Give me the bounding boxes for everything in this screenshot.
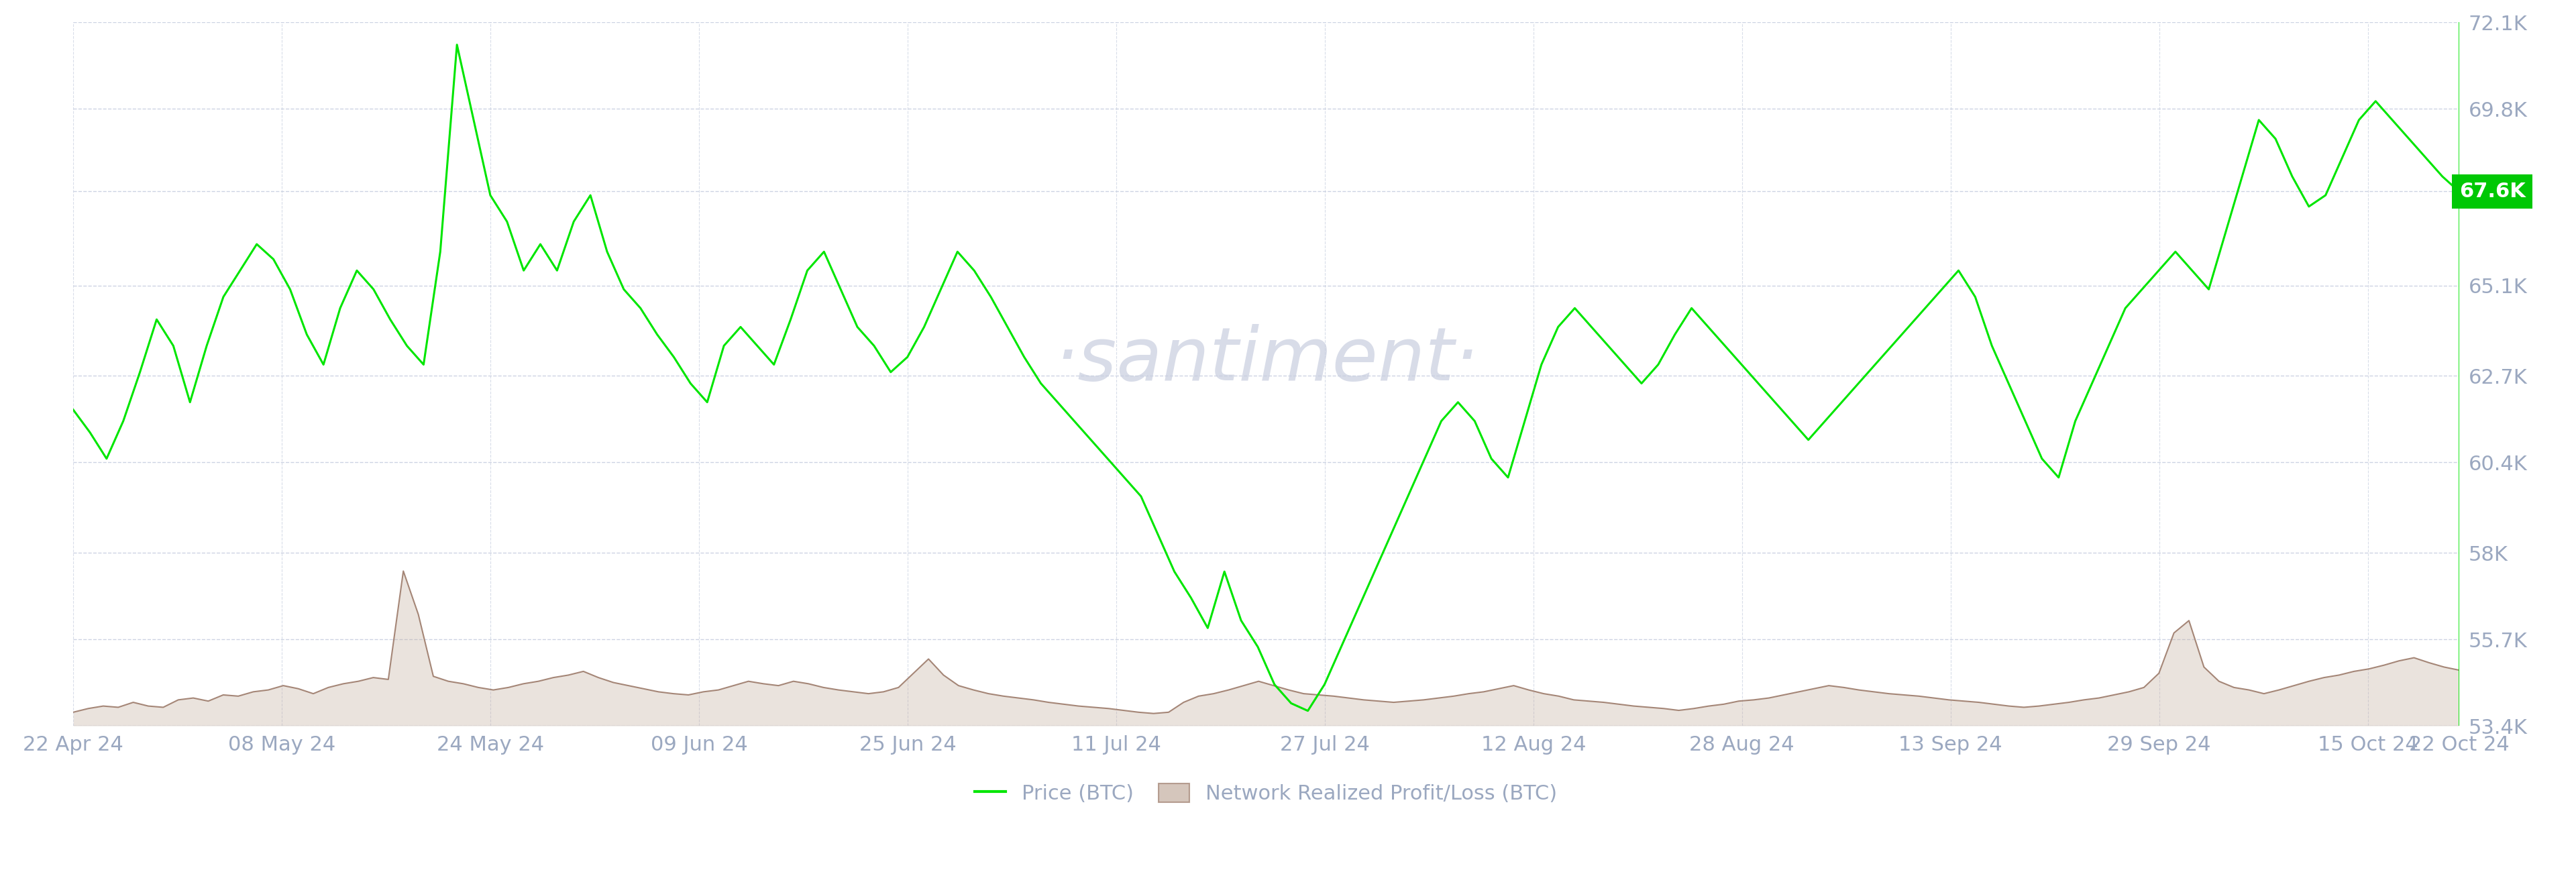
Text: ·santiment·: ·santiment· [1054, 324, 1479, 396]
Legend: Price (BTC), Network Realized Profit/Loss (BTC): Price (BTC), Network Realized Profit/Los… [963, 773, 1569, 814]
Text: 67.6K: 67.6K [2460, 181, 2524, 201]
